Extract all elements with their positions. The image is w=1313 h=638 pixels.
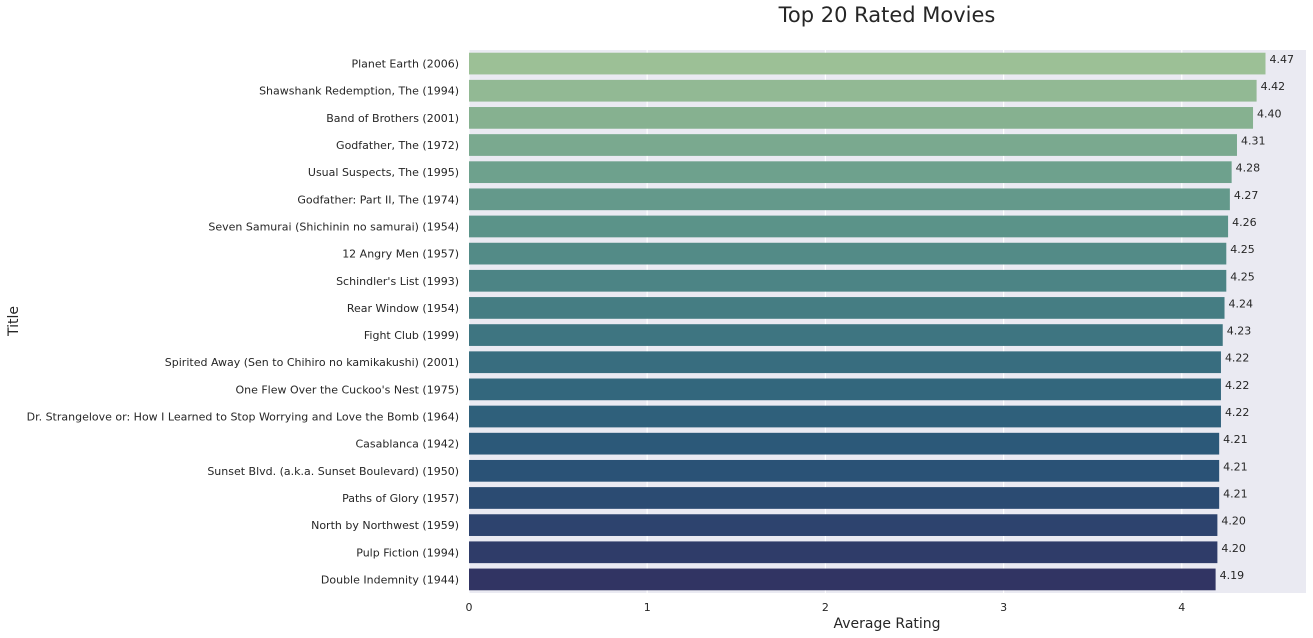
y-tick-label: Spirited Away (Sen to Chihiro no kamikak…: [165, 356, 459, 369]
data-label: 4.28: [1236, 162, 1261, 175]
data-label: 4.20: [1221, 542, 1246, 555]
data-labels: 4.47 4.42 4.40 4.31 4.28 4.27 4.26 4.25 4.25 4.24…: [1220, 53, 1294, 582]
bars: [469, 52, 1266, 591]
y-axis-label: Title: [6, 306, 22, 337]
bar: [469, 188, 1230, 211]
data-label: 4.23: [1227, 325, 1252, 338]
data-label: 4.40: [1257, 107, 1282, 120]
bar: [469, 324, 1223, 346]
x-tick-label: 3: [1000, 601, 1007, 614]
data-label: 4.19: [1220, 569, 1245, 582]
y-tick-label: Pulp Fiction (1994): [356, 546, 459, 559]
data-label: 4.22: [1225, 352, 1250, 365]
y-tick-labels: Planet Earth (2006) Shawshank Redemption,…: [27, 58, 459, 587]
y-tick-label: Double Indemnity (1944): [321, 573, 459, 586]
y-tick-label: Casablanca (1942): [355, 438, 459, 451]
bar: [469, 351, 1221, 374]
data-label: 4.21: [1223, 487, 1248, 500]
plot-background: [469, 50, 1306, 593]
y-tick-label: Schindler's List (1993): [336, 275, 459, 288]
bar: [469, 107, 1254, 129]
data-label: 4.26: [1232, 216, 1257, 229]
bar: [469, 405, 1221, 428]
bar: [469, 297, 1225, 319]
bar: [469, 52, 1266, 75]
data-label: 4.27: [1234, 189, 1259, 202]
bar: [469, 215, 1229, 238]
bar: [469, 378, 1221, 401]
data-label: 4.21: [1223, 433, 1248, 446]
data-label: 4.22: [1225, 379, 1250, 392]
bar: [469, 161, 1232, 184]
bar: [469, 79, 1257, 102]
data-label: 4.31: [1241, 135, 1266, 148]
y-tick-label: Paths of Glory (1957): [342, 492, 459, 505]
y-tick-label: One Flew Over the Cuckoo's Nest (1975): [235, 383, 459, 396]
y-tick-label: Shawshank Redemption, The (1994): [259, 85, 459, 98]
data-label: 4.25: [1230, 243, 1255, 256]
x-axis-label: Average Rating: [833, 616, 940, 632]
bar: [469, 487, 1220, 509]
data-label: 4.47: [1270, 53, 1295, 66]
bar: [469, 432, 1220, 455]
bar: [469, 459, 1220, 482]
bar: [469, 242, 1227, 265]
bar: [469, 514, 1218, 536]
data-label: 4.24: [1229, 297, 1254, 310]
y-tick-label: Usual Suspects, The (1995): [308, 166, 459, 179]
data-label: 4.21: [1223, 460, 1248, 473]
bar: [469, 541, 1218, 564]
y-tick-label: Rear Window (1954): [347, 302, 459, 315]
y-tick-label: Godfather, The (1972): [336, 139, 459, 152]
y-tick-label: Fight Club (1999): [364, 329, 459, 342]
y-tick-label: Band of Brothers (2001): [326, 112, 459, 125]
x-tick-label: 1: [644, 601, 651, 614]
y-tick-label: Planet Earth (2006): [351, 58, 459, 71]
x-tick-label: 2: [822, 601, 829, 614]
data-label: 4.22: [1225, 406, 1250, 419]
y-tick-label: Seven Samurai (Shichinin no samurai) (19…: [208, 220, 459, 233]
y-tick-label: Sunset Blvd. (a.k.a. Sunset Boulevard) (…: [207, 465, 459, 478]
x-tick-label: 0: [466, 601, 473, 614]
data-label: 4.25: [1230, 270, 1255, 283]
y-tick-label: Dr. Strangelove or: How I Learned to Sto…: [27, 411, 459, 424]
bar: [469, 568, 1216, 591]
chart-title: Top 20 Rated Movies: [778, 3, 996, 27]
x-tick-label: 4: [1178, 601, 1185, 614]
bar: [469, 134, 1237, 156]
y-tick-label: North by Northwest (1959): [311, 519, 459, 532]
data-label: 4.42: [1261, 80, 1286, 93]
x-tick-labels: 0 1 2 3 4: [466, 601, 1186, 614]
y-tick-label: 12 Angry Men (1957): [342, 248, 459, 261]
bar: [469, 269, 1227, 292]
y-tick-label: Godfather: Part II, The (1974): [297, 193, 459, 206]
data-label: 4.20: [1221, 515, 1246, 528]
